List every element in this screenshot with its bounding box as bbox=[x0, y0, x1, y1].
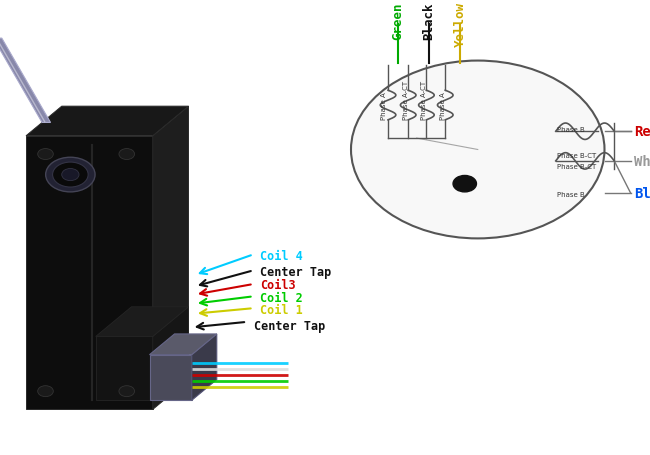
Text: Phase A-CT: Phase A-CT bbox=[402, 81, 409, 120]
Circle shape bbox=[53, 163, 88, 187]
Polygon shape bbox=[192, 334, 217, 400]
Circle shape bbox=[38, 149, 53, 160]
Polygon shape bbox=[150, 355, 192, 400]
Text: Phase A: Phase A bbox=[381, 92, 387, 120]
Text: Black: Black bbox=[422, 2, 436, 40]
Circle shape bbox=[453, 176, 476, 192]
Circle shape bbox=[119, 386, 135, 397]
Polygon shape bbox=[26, 107, 188, 136]
Circle shape bbox=[62, 169, 79, 181]
Polygon shape bbox=[96, 307, 188, 337]
Circle shape bbox=[46, 158, 95, 192]
Polygon shape bbox=[96, 337, 153, 400]
Polygon shape bbox=[153, 307, 188, 400]
Text: Center Tap: Center Tap bbox=[254, 320, 325, 333]
Text: Coil3: Coil3 bbox=[260, 279, 296, 292]
Polygon shape bbox=[26, 136, 153, 410]
Text: Blue: Blue bbox=[634, 187, 650, 200]
Text: Phase B-CT: Phase B-CT bbox=[557, 164, 596, 170]
Text: Coil 1: Coil 1 bbox=[260, 303, 303, 316]
Text: Green: Green bbox=[391, 2, 404, 40]
Text: Center Tap: Center Tap bbox=[260, 265, 332, 278]
Text: Red: Red bbox=[634, 125, 650, 139]
Text: Yellow: Yellow bbox=[454, 2, 467, 47]
Text: Phase B: Phase B bbox=[557, 191, 585, 197]
Polygon shape bbox=[0, 39, 51, 123]
Text: Phase A: Phase A bbox=[439, 92, 446, 120]
Text: Coil 4: Coil 4 bbox=[260, 249, 303, 262]
Text: Phase B-CT: Phase B-CT bbox=[557, 152, 596, 159]
Polygon shape bbox=[150, 334, 217, 355]
Circle shape bbox=[351, 61, 604, 239]
Text: Phase A-CT: Phase A-CT bbox=[421, 81, 427, 120]
Polygon shape bbox=[153, 107, 188, 410]
Text: Phase B: Phase B bbox=[557, 126, 585, 132]
Text: Coil 2: Coil 2 bbox=[260, 291, 303, 304]
Text: White: White bbox=[634, 155, 650, 168]
Circle shape bbox=[119, 149, 135, 160]
Circle shape bbox=[38, 386, 53, 397]
